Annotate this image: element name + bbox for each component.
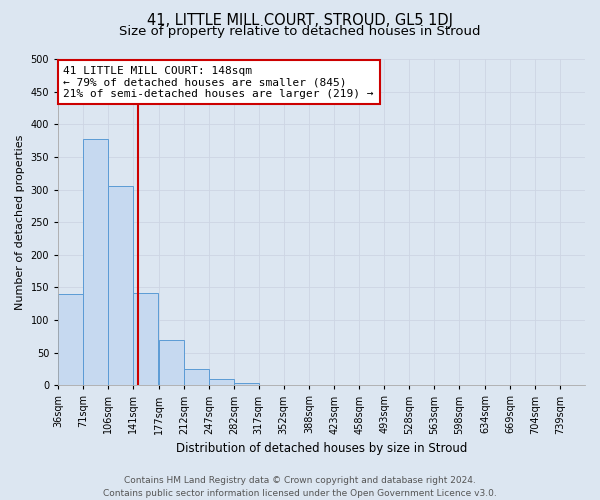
Bar: [234, 384, 259, 386]
Text: 41, LITTLE MILL COURT, STROUD, GL5 1DJ: 41, LITTLE MILL COURT, STROUD, GL5 1DJ: [147, 12, 453, 28]
Y-axis label: Number of detached properties: Number of detached properties: [15, 134, 25, 310]
Text: Size of property relative to detached houses in Stroud: Size of property relative to detached ho…: [119, 25, 481, 38]
Bar: [83, 138, 108, 386]
Text: Contains HM Land Registry data © Crown copyright and database right 2024.
Contai: Contains HM Land Registry data © Crown c…: [103, 476, 497, 498]
Bar: [184, 369, 209, 386]
Bar: [133, 294, 158, 386]
Text: 41 LITTLE MILL COURT: 148sqm
← 79% of detached houses are smaller (845)
21% of s: 41 LITTLE MILL COURT: 148sqm ← 79% of de…: [64, 66, 374, 98]
X-axis label: Distribution of detached houses by size in Stroud: Distribution of detached houses by size …: [176, 442, 467, 455]
Bar: [58, 294, 83, 386]
Bar: [159, 340, 184, 386]
Bar: [108, 186, 133, 386]
Bar: [209, 380, 234, 386]
